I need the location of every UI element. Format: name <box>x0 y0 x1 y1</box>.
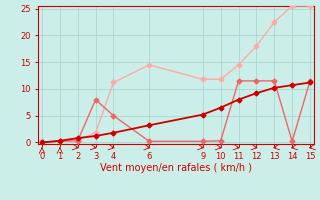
X-axis label: Vent moyen/en rafales ( km/h ): Vent moyen/en rafales ( km/h ) <box>100 163 252 173</box>
